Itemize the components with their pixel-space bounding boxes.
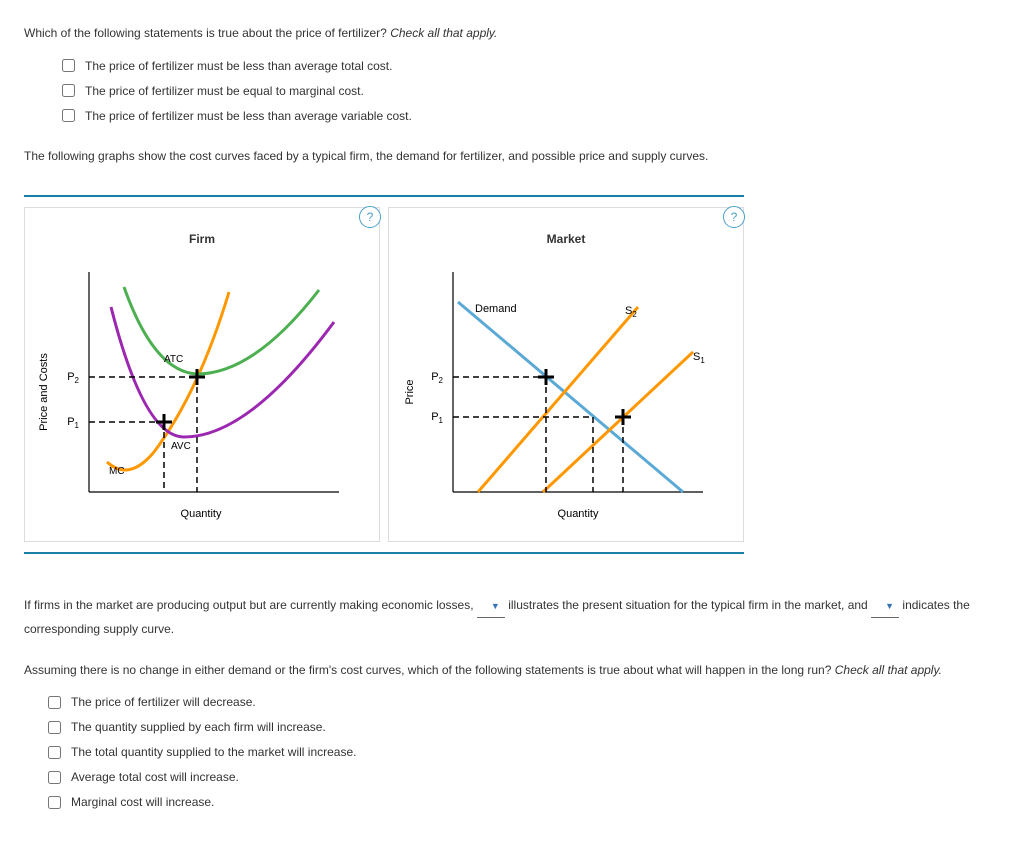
market-p1-label: P1 [431, 411, 443, 425]
atc-curve [124, 287, 319, 374]
avc-curve [111, 307, 334, 437]
q2-option-2-checkbox[interactable] [48, 721, 61, 734]
firm-help-button[interactable]: ? [359, 206, 381, 228]
q1-option-2-label: The price of fertilizer must be equal to… [85, 82, 364, 100]
question2-prompt: Assuming there is no change in either de… [24, 661, 986, 679]
atc-label: ATC [164, 354, 183, 365]
q2-option-row: The quantity supplied by each firm will … [44, 718, 986, 737]
s1-label: S1 [693, 351, 705, 365]
s2-label: S2 [625, 305, 637, 319]
firm-graph-title: Firm [29, 230, 375, 248]
q1-option-row: The price of fertilizer must be equal to… [58, 81, 986, 100]
market-y-axis-label: Price [404, 379, 416, 404]
firm-graph-svg: Price and Costs Quantity [29, 252, 369, 532]
q1-option-2-checkbox[interactable] [62, 84, 75, 97]
question1-prompt-b: Check all that apply. [390, 26, 497, 40]
market-graph-title: Market [393, 230, 739, 248]
question1-prompt-a: Which of the following statements is tru… [24, 26, 387, 40]
question2-options: The price of fertilizer will decrease. T… [44, 693, 986, 812]
avc-label: AVC [171, 441, 191, 452]
q1-option-1-checkbox[interactable] [62, 59, 75, 72]
q2-option-row: Marginal cost will increase. [44, 793, 986, 812]
q2-option-1-checkbox[interactable] [48, 696, 61, 709]
question2-prompt-b: Check all that apply. [835, 663, 942, 677]
q2-option-row: The total quantity supplied to the marke… [44, 743, 986, 762]
market-graph-panel: ? Market Price Quantity [388, 207, 744, 542]
q1-option-1-label: The price of fertilizer must be less tha… [85, 57, 392, 75]
firm-p1-label: P1 [67, 416, 79, 430]
fill-in-sentence: If firms in the market are producing out… [24, 594, 986, 641]
q1-option-3-label: The price of fertilizer must be less tha… [85, 107, 412, 125]
mc-curve [107, 292, 229, 470]
demand-label: Demand [475, 303, 517, 315]
q2-option-5-label: Marginal cost will increase. [71, 793, 214, 811]
q2-option-row: The price of fertilizer will decrease. [44, 693, 986, 712]
mc-label: MC [109, 466, 125, 477]
q2-option-row: Average total cost will increase. [44, 768, 986, 787]
help-icon: ? [731, 208, 738, 226]
market-p2-label: P2 [431, 371, 443, 385]
market-help-button[interactable]: ? [723, 206, 745, 228]
market-graph-svg: Price Quantity P2 P1 [393, 252, 733, 532]
q2-option-4-label: Average total cost will increase. [71, 768, 239, 786]
dropdown-supply-blank[interactable] [871, 594, 899, 618]
graphs-container: ? Firm Price and Costs Quantity [24, 195, 744, 554]
q1-option-row: The price of fertilizer must be less tha… [58, 56, 986, 75]
q1-option-row: The price of fertilizer must be less tha… [58, 106, 986, 125]
firm-graph-panel: ? Firm Price and Costs Quantity [24, 207, 380, 542]
graphs-intro: The following graphs show the cost curve… [24, 147, 986, 165]
help-icon: ? [367, 208, 374, 226]
question1-prompt: Which of the following statements is tru… [24, 24, 986, 42]
market-x-axis-label: Quantity [558, 508, 599, 520]
q1-option-3-checkbox[interactable] [62, 109, 75, 122]
q2-option-2-label: The quantity supplied by each firm will … [71, 718, 326, 736]
question1-options: The price of fertilizer must be less tha… [58, 56, 986, 125]
q2-option-4-checkbox[interactable] [48, 771, 61, 784]
question2-prompt-a: Assuming there is no change in either de… [24, 663, 831, 677]
q2-option-3-label: The total quantity supplied to the marke… [71, 743, 356, 761]
firm-p2-plus-marker [189, 369, 205, 385]
firm-x-axis-label: Quantity [181, 508, 222, 520]
dropdown-price-blank[interactable] [477, 594, 505, 618]
q2-option-1-label: The price of fertilizer will decrease. [71, 693, 256, 711]
fillin-seg2: illustrates the present situation for th… [508, 598, 871, 612]
q2-option-5-checkbox[interactable] [48, 796, 61, 809]
firm-p2-label: P2 [67, 371, 79, 385]
demand-curve [458, 302, 683, 492]
s1-curve [543, 352, 693, 492]
q2-option-3-checkbox[interactable] [48, 746, 61, 759]
firm-y-axis-label: Price and Costs [38, 353, 50, 431]
s2-curve [478, 307, 638, 492]
fillin-seg1: If firms in the market are producing out… [24, 598, 477, 612]
